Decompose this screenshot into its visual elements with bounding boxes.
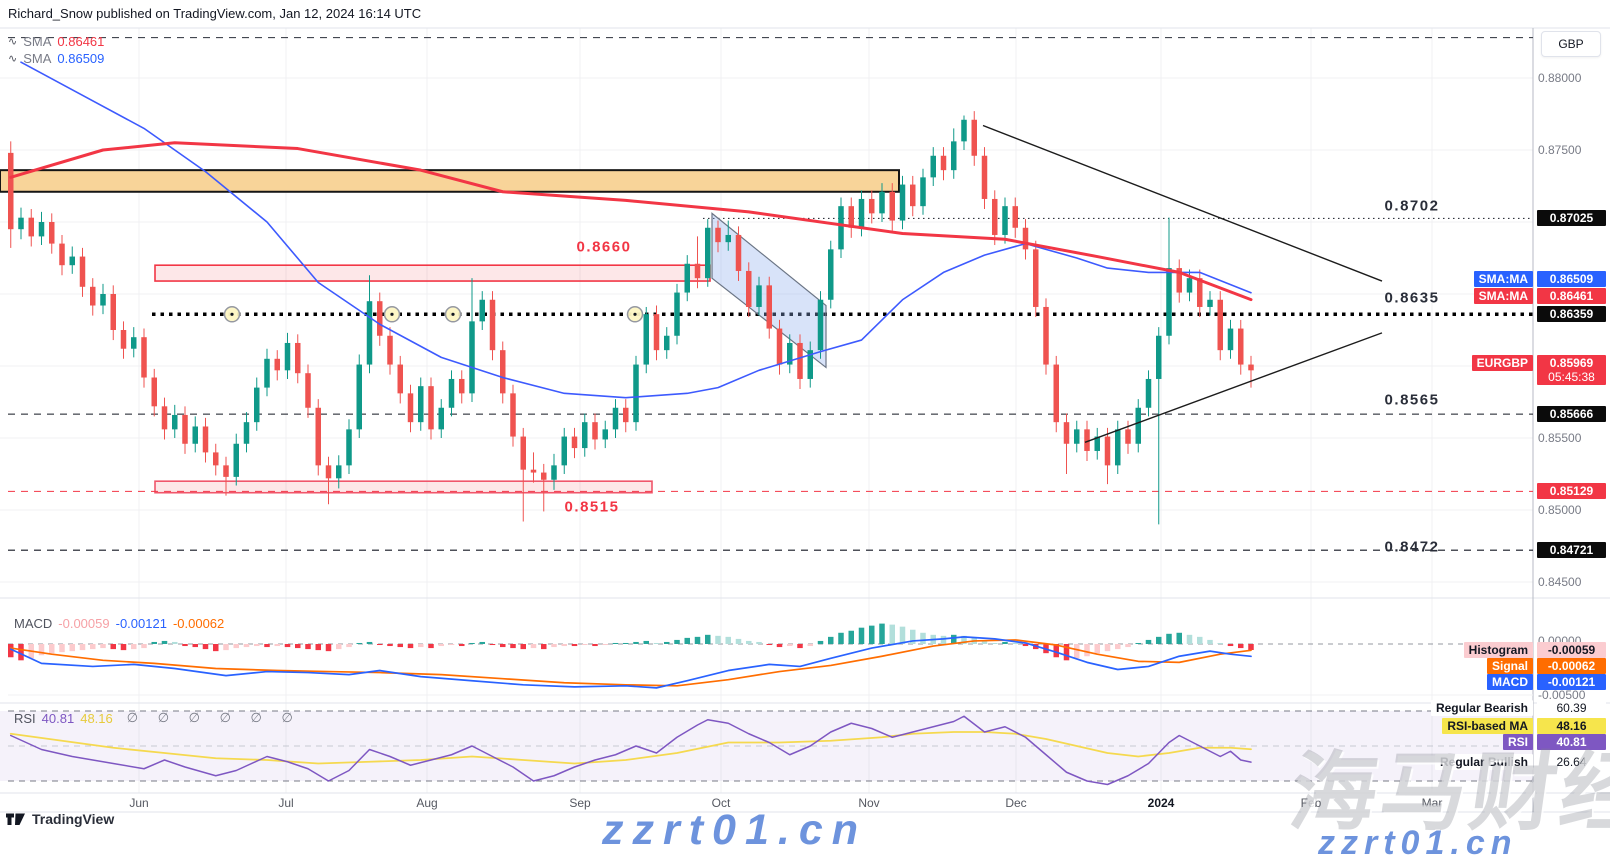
price-badge-0.86461: 0.86461 — [1537, 288, 1606, 304]
indicator-value-Regular Bullish: 26.64 — [1537, 754, 1606, 770]
macd-signal-line — [9, 639, 1252, 687]
rsi-legend-row[interactable]: RSI 40.81 48.16 ∅ ∅ ∅ ∅ ∅ ∅ — [14, 710, 301, 726]
indicator-value-MACD: -0.00121 — [1537, 674, 1606, 690]
time-axis-label-Nov[interactable]: Nov — [858, 796, 880, 810]
macd-legend-label: MACD — [14, 616, 53, 631]
event-circle[interactable] — [383, 306, 401, 323]
sma-fast-value: 0.86461 — [57, 34, 105, 49]
indicator-value-Signal: -0.00062 — [1537, 658, 1606, 674]
price-tick[interactable]: 0.84500 — [1538, 575, 1582, 589]
sma-legend-label: SMA — [23, 34, 52, 49]
macd-hist-value: -0.00059 — [58, 616, 110, 631]
indicator-label-MACD: MACD — [1487, 674, 1533, 690]
event-circle[interactable] — [444, 306, 462, 323]
sma-slow-line — [20, 61, 1252, 399]
indicator-value-Regular Bearish: 60.39 — [1537, 700, 1606, 716]
time-axis-label-Sep[interactable]: Sep — [569, 796, 591, 810]
time-axis-label-Oct[interactable]: Oct — [711, 796, 731, 810]
sma-legend-row-2[interactable]: ∿ SMA 0.86509 — [8, 51, 104, 66]
time-axis-label-2024[interactable]: 2024 — [1147, 796, 1175, 810]
time-axis-label-Jul[interactable]: Jul — [278, 796, 294, 810]
supply-band-orange[interactable] — [0, 169, 900, 193]
tradingview-logo-icon — [6, 813, 25, 825]
macd-signal-value: -0.00062 — [172, 616, 225, 631]
chart-annotation-0.8702: 0.8702 — [1384, 197, 1440, 215]
chart-annotation-0.8515: 0.8515 — [564, 498, 620, 516]
wedge-lower[interactable] — [1084, 332, 1383, 443]
chart-annotation-0.8565: 0.8565 — [1384, 391, 1440, 409]
indicator-label-RSI: RSI — [1502, 734, 1533, 750]
chart-annotation-0.8660: 0.8660 — [576, 238, 632, 256]
indicator-label-RSI-based MA: RSI-based MA — [1442, 718, 1533, 734]
time-axis-label-Mar[interactable]: Mar — [1421, 796, 1443, 810]
sma-legend-label: SMA — [23, 51, 52, 66]
indicator-value-RSI: 40.81 — [1537, 734, 1606, 750]
rsi-legend-label: RSI — [14, 710, 36, 726]
rsi-line — [10, 715, 1252, 786]
candles — [8, 111, 1254, 525]
watermark-url-right: zzrt01.cn — [1318, 824, 1518, 857]
sma-line-icon: ∿ — [8, 36, 18, 48]
time-axis-label-Feb[interactable]: Feb — [1300, 796, 1322, 810]
rsi-value: 40.81 — [41, 710, 75, 726]
price-tick[interactable]: 0.85000 — [1538, 503, 1582, 517]
chart-annotation-0.8635: 0.8635 — [1384, 289, 1440, 307]
macd-histogram — [8, 623, 1254, 661]
grid — [0, 28, 1533, 793]
tradingview-logo[interactable]: TradingView — [6, 811, 114, 827]
time-axis-label-Aug[interactable]: Aug — [416, 796, 438, 810]
macd-tick[interactable]: -0.00500 — [1538, 688, 1586, 702]
tradingview-logo-text: TradingView — [32, 811, 115, 827]
indicator-label-Histogram: Histogram — [1463, 642, 1533, 658]
price-badge-0.87025: 0.87025 — [1537, 210, 1606, 227]
currency-unit-button[interactable]: GBP — [1541, 31, 1601, 57]
indicator-value-RSI-based MA: 48.16 — [1537, 718, 1606, 734]
sma-line-icon: ∿ — [8, 53, 18, 65]
series-label-EURGBP: EURGBP — [1471, 355, 1533, 371]
publish-header: Richard_Snow published on TradingView.co… — [8, 6, 422, 21]
indicator-label-Signal: Signal — [1486, 658, 1533, 674]
wedge-upper[interactable] — [982, 124, 1383, 282]
indicator-label-Regular Bearish: Regular Bearish — [1430, 700, 1533, 716]
price-badge-0.85666: 0.85666 — [1537, 406, 1606, 423]
price-badge-0.85129: 0.85129 — [1537, 483, 1606, 500]
chart-annotation-0.8472: 0.8472 — [1384, 538, 1440, 556]
price-badge-0.84721: 0.84721 — [1537, 542, 1606, 559]
sma-slow-value: 0.86509 — [57, 51, 105, 66]
macd-line-value: -0.00121 — [115, 616, 167, 631]
event-circle[interactable] — [223, 306, 241, 323]
price-tick[interactable]: 0.88000 — [1538, 71, 1582, 85]
price-tick[interactable]: 0.87500 — [1538, 143, 1582, 157]
watermark-url-center: zzrt01.cn — [602, 806, 868, 854]
sma-legend-row-1[interactable]: ∿ SMA 0.86461 — [8, 34, 104, 49]
rsi-ma-value: 48.16 — [80, 710, 113, 726]
macd-line — [9, 636, 1252, 689]
indicator-value-Histogram: -0.00059 — [1537, 642, 1606, 658]
rsi-empty-source-icons: ∅ ∅ ∅ ∅ ∅ ∅ — [126, 710, 301, 725]
indicator-label-Regular Bullish: Regular Bullish — [1434, 754, 1533, 770]
event-circle[interactable] — [626, 306, 644, 323]
price-badge-0.85969: 0.85969 05:45:38 — [1537, 355, 1606, 386]
time-axis-label-Jun[interactable]: Jun — [129, 796, 149, 810]
time-axis-label-Dec[interactable]: Dec — [1005, 796, 1027, 810]
support-zone-0.8515[interactable] — [154, 480, 653, 494]
price-badge-0.86359: 0.86359 — [1537, 306, 1606, 323]
price-tick[interactable]: 0.85500 — [1538, 431, 1582, 445]
series-label-SMA:MA: SMA:MA — [1473, 271, 1533, 287]
price-badge-0.86509: 0.86509 — [1537, 271, 1606, 287]
resistance-zone-0.8660[interactable] — [154, 264, 711, 282]
macd-legend-row[interactable]: MACD -0.00059 -0.00121 -0.00062 — [14, 616, 224, 631]
sma-fast-line — [9, 141, 1253, 302]
series-label-SMA:MA: SMA:MA — [1473, 288, 1533, 304]
